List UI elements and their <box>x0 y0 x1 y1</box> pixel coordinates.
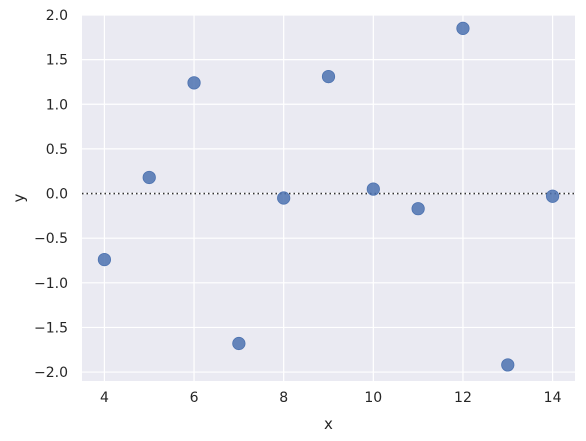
x-tick-label: 12 <box>454 390 472 406</box>
data-point <box>142 170 156 185</box>
y-tick-label: 1.0 <box>46 97 68 113</box>
x-tick-label: 10 <box>364 390 382 406</box>
y-tick-labels: −2.0 −1.5 −1.0 −0.5 0.0 0.5 1.0 1.5 2.0 <box>34 8 68 381</box>
data-point <box>545 189 560 203</box>
y-tick-label: 2.0 <box>46 8 68 24</box>
data-point <box>501 358 515 372</box>
x-tick-labels: 4 6 8 10 12 14 <box>100 390 562 406</box>
x-tick-label: 14 <box>544 390 562 406</box>
data-point <box>366 182 380 196</box>
data-point <box>187 76 201 90</box>
y-tick-label: −1.0 <box>34 276 68 292</box>
x-tick-label: 6 <box>190 390 199 406</box>
data-points <box>97 21 560 372</box>
data-point <box>411 202 425 216</box>
data-point <box>232 336 246 351</box>
data-point <box>97 252 112 267</box>
x-tick-label: 4 <box>100 390 109 406</box>
data-point <box>277 191 291 205</box>
x-axis-label: x <box>324 415 333 433</box>
y-tick-label: −0.5 <box>34 231 68 247</box>
y-tick-label: 0.5 <box>46 142 68 158</box>
data-point <box>456 21 470 35</box>
y-tick-label: 1.5 <box>46 53 68 69</box>
y-axis-label: y <box>10 193 28 202</box>
y-tick-label: −1.5 <box>34 320 68 336</box>
x-tick-label: 8 <box>279 390 288 406</box>
y-tick-label: −2.0 <box>34 365 68 381</box>
data-point <box>321 69 336 84</box>
y-tick-label: 0.0 <box>46 187 68 203</box>
plot-area <box>82 15 575 381</box>
